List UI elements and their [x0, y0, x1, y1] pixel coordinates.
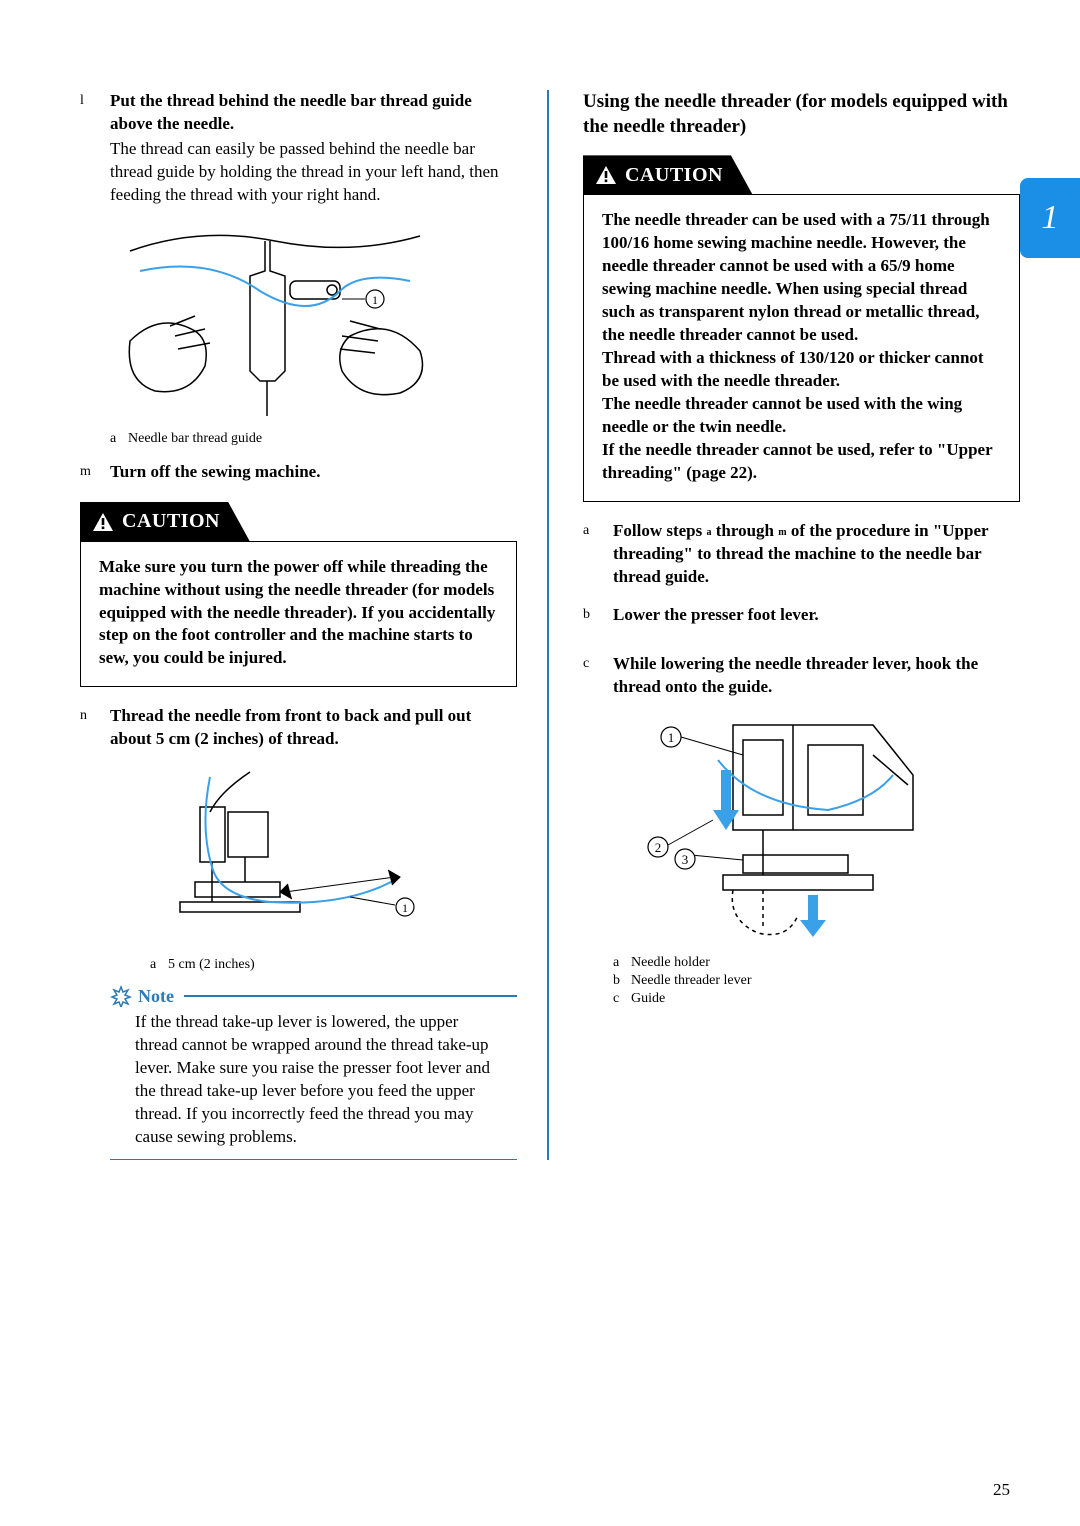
note-icon — [110, 985, 132, 1007]
svg-text:1: 1 — [372, 293, 378, 307]
right-column: Using the needle threader (for models eq… — [583, 90, 1020, 1160]
note-rule — [184, 995, 517, 997]
step-marker: n — [80, 705, 110, 724]
step-l: l Put the thread behind the needle bar t… — [80, 90, 517, 207]
step-marker: c — [583, 653, 613, 672]
step-title: Turn off the sewing machine. — [110, 461, 517, 484]
step-marker: l — [80, 90, 110, 109]
caution-heading: CAUTION — [625, 164, 723, 187]
svg-text:1: 1 — [668, 730, 675, 745]
step-m: m Turn off the sewing machine. — [80, 461, 517, 486]
chapter-tab: 1 — [1020, 178, 1080, 258]
step-text: The thread can easily be passed behind t… — [110, 138, 517, 207]
figure-c-label-c: cGuide — [613, 991, 1020, 1007]
figure-l-label: aNeedle bar thread guide — [110, 431, 517, 447]
svg-text:2: 2 — [655, 840, 662, 855]
caution-heading: CAUTION — [122, 510, 220, 533]
step-n: n Thread the needle from front to back a… — [80, 705, 517, 753]
caution-text: The needle threader can be used with a 7… — [602, 209, 1001, 484]
figure-c: 1 2 3 — [613, 715, 1020, 945]
step-b: b Lower the presser foot lever. — [583, 604, 1020, 629]
step-title: While lowering the needle threader lever… — [613, 653, 1020, 699]
note-rule-bottom — [110, 1159, 517, 1161]
note-header: Note — [110, 985, 517, 1007]
figure-n-label: a5 cm (2 inches) — [150, 957, 517, 973]
step-marker: a — [583, 520, 613, 539]
svg-text:1: 1 — [402, 901, 408, 915]
note-body: If the thread take-up lever is lowered, … — [135, 1011, 517, 1149]
figure-c-label-b: bNeedle threader lever — [613, 973, 1020, 989]
step-a: a Follow steps a through m of the proced… — [583, 520, 1020, 591]
step-title: Follow steps a through m of the procedur… — [613, 520, 1020, 589]
page-content: l Put the thread behind the needle bar t… — [0, 0, 1080, 1190]
step-marker: m — [80, 461, 110, 480]
step-c: c While lowering the needle threader lev… — [583, 653, 1020, 701]
step-marker: b — [583, 604, 613, 623]
warning-icon — [92, 512, 114, 532]
caution-box: The needle threader can be used with a 7… — [583, 194, 1020, 501]
caution-banner: CAUTION — [80, 502, 517, 542]
step-title: Put the thread behind the needle bar thr… — [110, 90, 517, 136]
column-divider — [547, 90, 549, 1160]
page-number: 25 — [993, 1480, 1010, 1500]
caution-box: Make sure you turn the power off while t… — [80, 541, 517, 688]
step-title: Lower the presser foot lever. — [613, 604, 1020, 627]
figure-c-label-a: aNeedle holder — [613, 955, 1020, 971]
warning-icon — [595, 165, 617, 185]
svg-text:3: 3 — [682, 852, 689, 867]
caution-text: Make sure you turn the power off while t… — [99, 556, 498, 671]
note-label: Note — [138, 986, 174, 1007]
figure-l: 1 — [110, 221, 517, 421]
caution-banner: CAUTION — [583, 155, 1020, 195]
step-title: Thread the needle from front to back and… — [110, 705, 517, 751]
left-column: l Put the thread behind the needle bar t… — [80, 90, 517, 1160]
section-title: Using the needle threader (for models eq… — [583, 90, 1020, 139]
figure-n: 1 — [150, 767, 517, 947]
